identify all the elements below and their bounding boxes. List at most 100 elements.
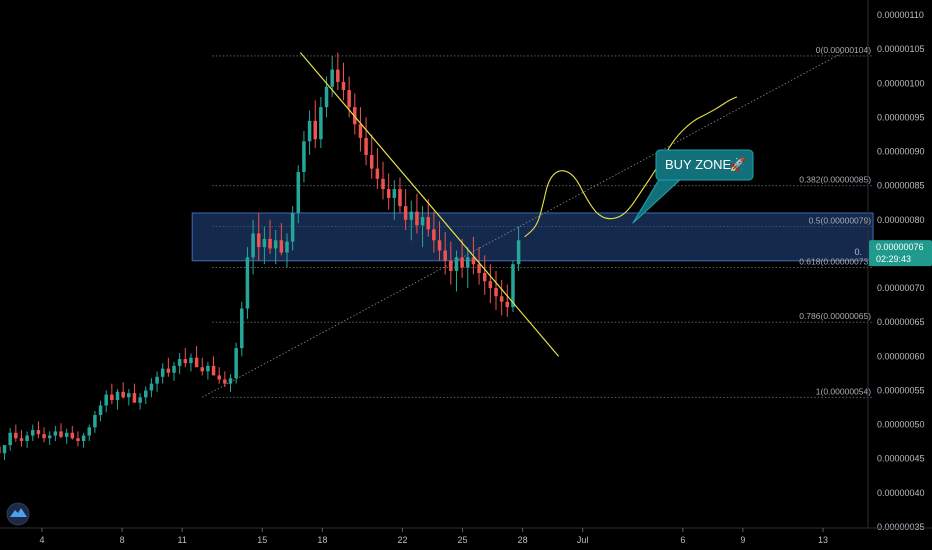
candle[interactable] <box>25 431 29 448</box>
candle[interactable] <box>166 357 171 377</box>
candle[interactable] <box>59 423 63 439</box>
candle[interactable] <box>0 437 1 455</box>
candle[interactable] <box>296 165 301 224</box>
candle[interactable] <box>369 134 374 179</box>
candle[interactable] <box>183 348 188 368</box>
candle[interactable] <box>87 424 92 441</box>
candle[interactable] <box>194 346 199 368</box>
candle[interactable] <box>127 389 131 406</box>
candle[interactable] <box>47 431 52 446</box>
candle[interactable] <box>256 212 261 261</box>
candle[interactable] <box>93 410 97 433</box>
buy-zone-rectangle[interactable] <box>191 212 874 262</box>
candle[interactable] <box>234 342 238 384</box>
candle[interactable] <box>499 279 504 316</box>
candle[interactable] <box>189 353 193 372</box>
candle[interactable] <box>98 400 103 422</box>
candle[interactable] <box>313 100 317 149</box>
candle[interactable] <box>285 233 289 268</box>
candle[interactable] <box>149 378 154 398</box>
candle[interactable] <box>251 219 255 275</box>
candle[interactable] <box>336 52 340 91</box>
candle[interactable] <box>217 367 221 384</box>
tradingview-logo[interactable] <box>6 502 30 526</box>
candle[interactable] <box>177 352 182 375</box>
candle[interactable] <box>505 284 510 317</box>
candle[interactable] <box>14 424 18 442</box>
candle[interactable] <box>19 430 24 447</box>
callout-box[interactable] <box>655 149 754 181</box>
candle[interactable] <box>279 223 284 256</box>
candle[interactable] <box>364 117 368 166</box>
candle[interactable] <box>121 382 125 399</box>
downtrend-line[interactable] <box>299 52 560 357</box>
candle[interactable] <box>81 432 86 448</box>
candle[interactable] <box>115 389 120 410</box>
candle[interactable] <box>240 301 244 357</box>
candle[interactable] <box>268 219 272 254</box>
projection-path[interactable] <box>524 96 738 238</box>
candle[interactable] <box>375 148 380 190</box>
candle-body <box>14 432 18 439</box>
candle[interactable] <box>386 173 391 210</box>
candle[interactable] <box>206 361 210 380</box>
candle[interactable] <box>409 200 414 241</box>
time-tick-label: 28 <box>518 535 528 545</box>
candle[interactable] <box>172 361 176 381</box>
candle[interactable] <box>110 383 114 405</box>
candle[interactable] <box>482 255 487 295</box>
candle[interactable] <box>160 363 165 384</box>
candle[interactable] <box>53 425 58 441</box>
candle[interactable] <box>31 424 35 441</box>
candle[interactable] <box>477 247 481 285</box>
candle-body <box>160 368 165 377</box>
candle[interactable] <box>42 427 46 443</box>
candle[interactable] <box>223 371 227 388</box>
fib-diagonal-line[interactable] <box>202 52 844 398</box>
candle[interactable] <box>437 221 442 261</box>
candle[interactable] <box>138 393 142 410</box>
candle[interactable] <box>516 226 521 271</box>
candle[interactable] <box>211 356 216 376</box>
candle[interactable] <box>358 107 363 152</box>
candle[interactable] <box>403 189 408 231</box>
candle[interactable] <box>155 371 159 392</box>
candle-body <box>183 359 188 364</box>
candle[interactable] <box>398 177 402 213</box>
candle[interactable] <box>488 264 493 304</box>
candle[interactable] <box>36 421 41 439</box>
candle[interactable] <box>494 271 498 310</box>
candle[interactable] <box>76 431 80 447</box>
candle[interactable] <box>64 428 69 444</box>
candle[interactable] <box>8 428 12 451</box>
candle[interactable] <box>466 247 470 289</box>
candle[interactable] <box>432 211 436 253</box>
candle[interactable] <box>2 445 7 461</box>
candle[interactable] <box>381 161 385 200</box>
candle[interactable] <box>70 425 75 440</box>
candle[interactable] <box>144 386 148 405</box>
candle[interactable] <box>245 247 250 319</box>
candle-body <box>449 260 453 271</box>
candle[interactable] <box>104 390 108 413</box>
candle[interactable] <box>420 206 425 248</box>
candle[interactable] <box>392 180 397 220</box>
candle[interactable] <box>341 62 346 101</box>
candle[interactable] <box>460 238 464 278</box>
candle[interactable] <box>273 230 278 265</box>
candle[interactable] <box>302 131 306 183</box>
candle[interactable] <box>443 232 447 275</box>
candle[interactable] <box>262 226 267 265</box>
candle[interactable] <box>415 193 419 234</box>
candle[interactable] <box>200 357 204 376</box>
candle[interactable] <box>454 250 459 292</box>
candle[interactable] <box>132 383 137 403</box>
candle-body <box>516 240 521 265</box>
candle[interactable] <box>228 374 233 392</box>
candle[interactable] <box>449 241 453 285</box>
candle[interactable] <box>426 199 430 237</box>
candle[interactable] <box>290 206 295 251</box>
candle[interactable] <box>319 96 323 149</box>
candle[interactable] <box>307 110 312 155</box>
